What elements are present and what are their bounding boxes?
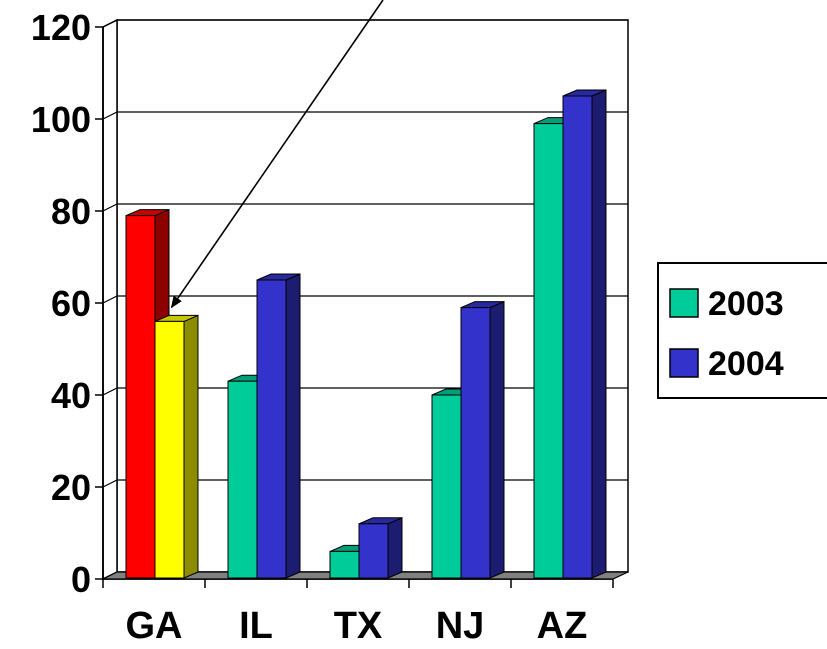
annotation-arrow [170,0,384,309]
x-label-NJ: NJ [436,605,485,647]
legend-label: 2004 [708,345,784,383]
bar-TX-2004 [358,517,403,579]
x-axis-labels: GA IL TX NJ AZ [126,605,588,647]
annotation [170,0,384,309]
gridline-side [102,203,118,212]
bar-IL-2004 [256,273,301,579]
x-label-AZ: AZ [537,605,588,647]
x-label-IL: IL [239,605,273,647]
bar-GA-2004 [154,314,199,579]
y-tick-label: 20 [51,467,91,508]
y-tick-label: 100 [31,99,91,140]
legend-item-2003: 2003 [669,285,784,323]
y-tick-label: 60 [51,283,91,324]
y-tick-label: 120 [31,7,91,48]
legend-swatch [669,288,699,318]
bars [125,89,607,579]
gridline-side [102,111,118,120]
gridline-side [102,387,118,396]
y-tick-label: 80 [51,191,91,232]
legend-swatch [669,348,699,378]
legend: 2003 2004 [657,262,827,399]
gridline-side [102,19,118,28]
gridline-side [102,295,118,304]
legend-label: 2003 [708,285,784,323]
gridline-side [102,479,118,488]
y-tick-label: 40 [51,375,91,416]
x-label-TX: TX [334,605,383,647]
x-label-GA: GA [126,605,183,647]
legend-item-2004: 2004 [669,345,784,383]
bar-AZ-2004 [562,89,607,579]
y-axis-ticks: 0 20 40 60 80 100 120 [31,7,103,600]
y-tick-label: 0 [71,559,91,600]
bar-NJ-2004 [460,300,505,579]
